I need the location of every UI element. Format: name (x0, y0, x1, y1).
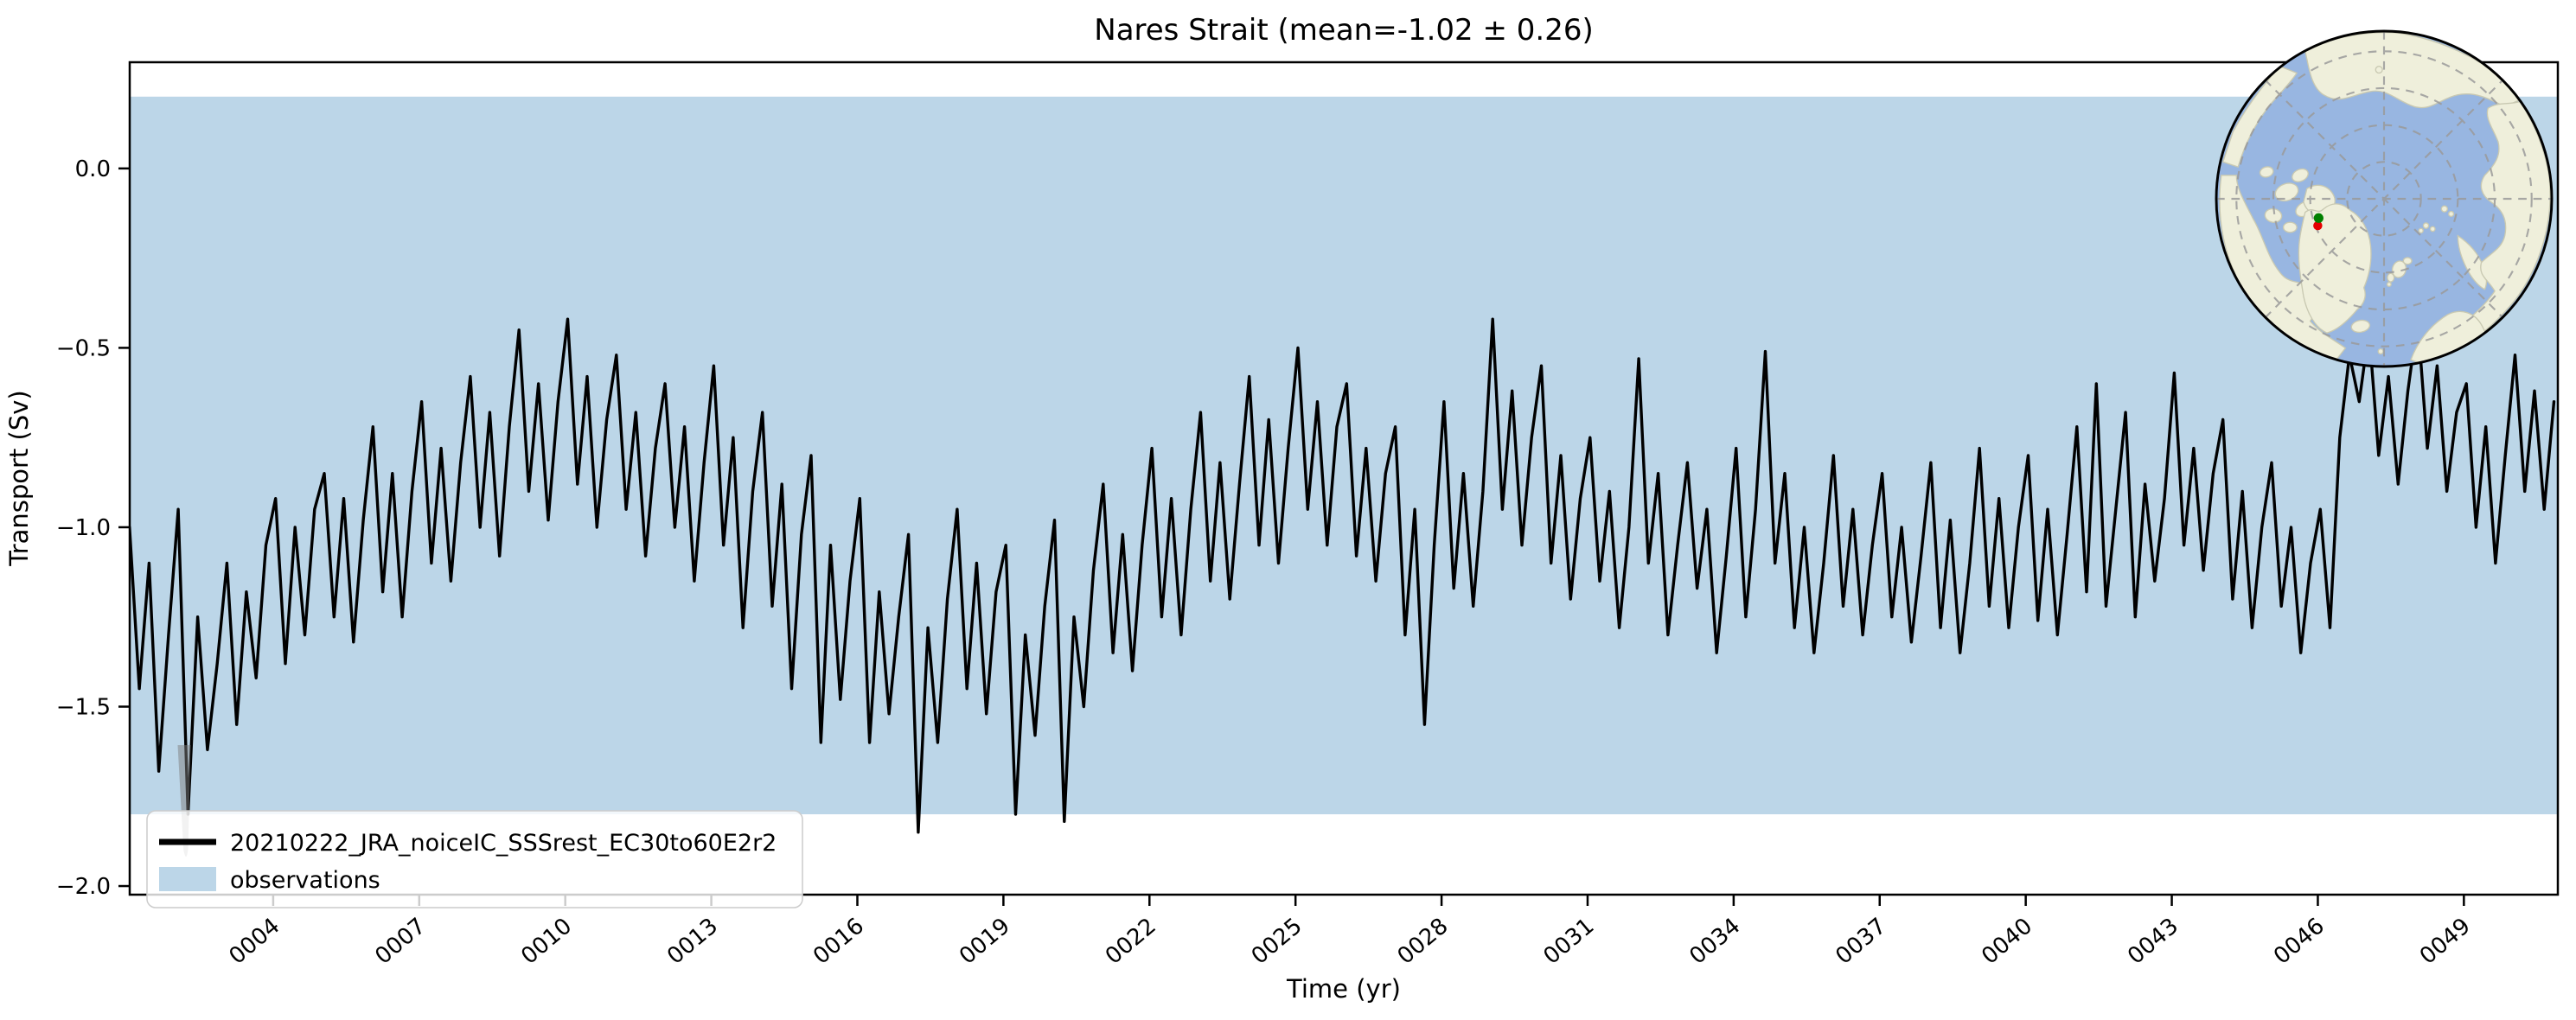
land-islet (2418, 227, 2424, 234)
land-islet (2429, 226, 2436, 233)
y-tick-label: −1.0 (56, 515, 111, 541)
y-tick-label: −1.5 (56, 694, 111, 720)
y-tick-label: −0.5 (56, 335, 111, 361)
land-caa-island (2259, 166, 2274, 178)
inset-graticule (2215, 30, 2553, 367)
y-tick-label: −2.0 (56, 874, 111, 900)
land-caa-island (2292, 168, 2309, 182)
inset-map (2215, 29, 2554, 368)
land-russia (2457, 100, 2551, 344)
observations-band (131, 96, 2557, 815)
land-caa-island (2274, 182, 2299, 202)
land-svalbard (2391, 260, 2407, 278)
strait-marker-green (2313, 213, 2324, 223)
land-caa-island (2282, 221, 2298, 233)
inset-rim (2215, 29, 2554, 368)
legend[interactable]: 20210222_JRA_noiceIC_SSSrest_EC30to60E2r… (146, 810, 803, 908)
axes-border (128, 61, 2560, 896)
land-svalbard (2387, 272, 2395, 283)
land-islet (2448, 210, 2455, 218)
y-axis-label: Transport (Sv) (4, 390, 34, 567)
legend-label-model: 20210222_JRA_noiceIC_SSSrest_EC30to60E2r… (230, 830, 777, 857)
y-tick-label: 0.0 (75, 156, 111, 182)
land-greenland (2298, 203, 2372, 334)
land-svalbard (2402, 257, 2413, 265)
legend-box (146, 810, 803, 908)
legend-patch-sample (159, 867, 216, 891)
land-islet (2375, 66, 2383, 74)
land-islet (2422, 222, 2430, 229)
land-siberia (2304, 31, 2522, 109)
inset-land-group (2219, 31, 2551, 367)
land-islet (2377, 347, 2384, 355)
y-axis-ticks: 0.0 −0.5 −1.0 −1.5 −2.0 (56, 156, 130, 900)
land-iceland (2350, 319, 2371, 334)
strait-marker-red (2313, 220, 2323, 231)
land-islet (2386, 281, 2392, 287)
transport-line (130, 317, 2556, 834)
chart-title: Nares Strait (mean=-1.02 ± 0.26) (1094, 13, 1593, 48)
legend-label-observations: observations (230, 867, 380, 894)
x-axis-label: Time (yr) (1286, 974, 1401, 1004)
land-novaya-zemlya (2457, 234, 2488, 290)
land-islet (2440, 205, 2449, 213)
